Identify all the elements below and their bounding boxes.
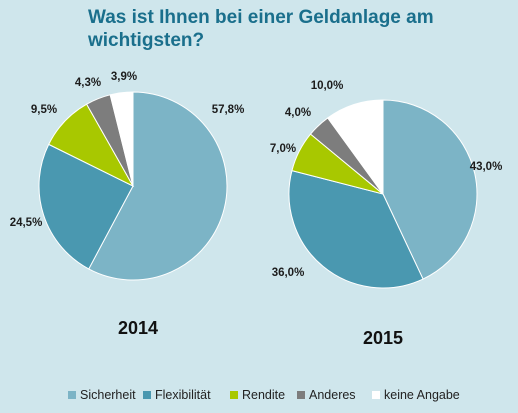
- pie-2014-data-label-flexibilit-t: 24,5%: [10, 217, 43, 229]
- legend-label-flexibilit-t: Flexibilität: [155, 388, 211, 402]
- pie-2015-slice-flexibilit-t: [288, 170, 424, 289]
- legend-label-rendite: Rendite: [242, 388, 285, 402]
- legend-swatch-sicherheit: [68, 391, 76, 399]
- pie-2014-data-label-sicherheit: 57,8%: [212, 104, 245, 116]
- legend-swatch-flexibilit-t: [143, 391, 151, 399]
- legend-label-sicherheit: Sicherheit: [80, 388, 136, 402]
- pie-2015-slice-sicherheit: [382, 99, 478, 280]
- legend-swatch-keine-angabe: [372, 391, 380, 399]
- pie-2015-year-label: 2015: [363, 328, 403, 348]
- pie-2015-data-label-rendite: 7,0%: [270, 143, 296, 155]
- chart-title: Was ist Ihnen bei einer Geldanlage am wi…: [88, 7, 434, 51]
- pie-2015-data-label-anderes: 4,0%: [285, 107, 311, 119]
- pie-2015-data-label-flexibilit-t: 36,0%: [272, 267, 305, 279]
- pie-2014-year-label: 2014: [118, 318, 158, 338]
- pie-2015-data-label-keine-angabe: 10,0%: [311, 80, 344, 92]
- legend-label-keine-angabe: keine Angabe: [384, 388, 460, 402]
- pie-2014-data-label-keine-angabe: 3,9%: [111, 71, 137, 83]
- legend-label-anderes: Anderes: [309, 388, 356, 402]
- pie-2014-slice-sicherheit: [88, 91, 228, 281]
- legend: Sicherheit Flexibilität Rendite Anderes kein…: [68, 388, 460, 402]
- pie-chart-2014: 57,8% 24,5% 9,5% 4,3% 3,9%: [10, 71, 245, 281]
- pie-2014-data-label-rendite: 9,5%: [31, 104, 57, 116]
- legend-swatch-anderes: [297, 391, 305, 399]
- pie-chart-2015: 43,0% 36,0% 7,0% 4,0% 10,0%: [270, 80, 503, 289]
- pie-2015-data-label-sicherheit: 43,0%: [470, 161, 503, 173]
- pie-2014-slice-flexibilit-t: [38, 143, 134, 270]
- pie-2014-slice-keine-angabe: [109, 91, 134, 187]
- legend-swatch-rendite: [230, 391, 238, 399]
- pie-2015-slice-keine-angabe: [327, 99, 384, 196]
- pie-2014-data-label-anderes: 4,3%: [75, 77, 101, 89]
